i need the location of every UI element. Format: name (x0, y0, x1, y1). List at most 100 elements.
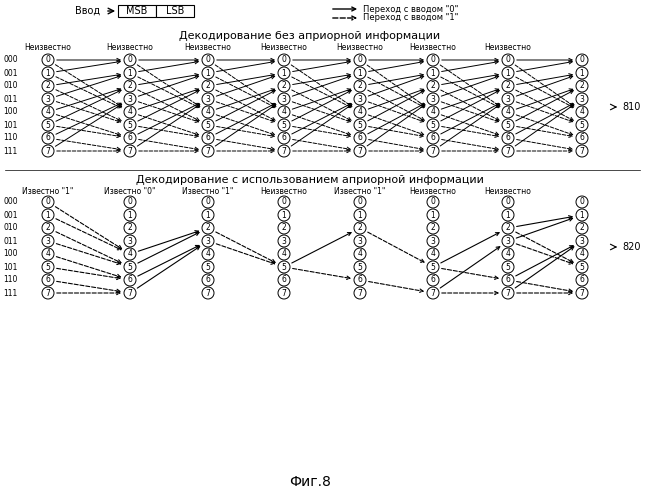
Text: 2: 2 (281, 224, 287, 232)
Text: Известно "0": Известно "0" (104, 188, 156, 196)
Text: 0: 0 (506, 56, 510, 64)
Circle shape (278, 67, 290, 79)
Circle shape (502, 67, 514, 79)
Text: Неизвестно: Неизвестно (107, 44, 153, 52)
Circle shape (502, 196, 514, 208)
Circle shape (278, 209, 290, 221)
Circle shape (202, 106, 214, 118)
Text: 3: 3 (127, 94, 133, 104)
Text: 0: 0 (281, 198, 287, 206)
Circle shape (427, 261, 439, 273)
Circle shape (124, 132, 136, 144)
Text: 0: 0 (358, 56, 363, 64)
Text: 0: 0 (580, 198, 584, 206)
Text: 1: 1 (430, 210, 436, 220)
Circle shape (42, 80, 54, 92)
Circle shape (427, 145, 439, 157)
Text: 1: 1 (580, 210, 584, 220)
Circle shape (502, 287, 514, 299)
Circle shape (202, 119, 214, 131)
Text: 0: 0 (46, 56, 51, 64)
Text: 0: 0 (127, 56, 133, 64)
Circle shape (42, 287, 54, 299)
Text: 4: 4 (430, 250, 436, 258)
Text: 3: 3 (127, 236, 133, 246)
Text: 1: 1 (358, 68, 363, 78)
Text: 6: 6 (506, 276, 510, 284)
Text: Ввод: Ввод (75, 6, 100, 16)
Text: 5: 5 (127, 262, 133, 272)
Circle shape (42, 196, 54, 208)
Text: 7: 7 (127, 288, 133, 298)
Text: 3: 3 (580, 236, 584, 246)
Text: 5: 5 (580, 120, 584, 130)
Text: 5: 5 (281, 120, 287, 130)
Circle shape (427, 222, 439, 234)
Circle shape (42, 274, 54, 286)
Text: Декодирование без априорной информации: Декодирование без априорной информации (179, 31, 441, 41)
Text: 3: 3 (580, 94, 584, 104)
Text: 3: 3 (430, 236, 436, 246)
Circle shape (124, 274, 136, 286)
Text: 7: 7 (430, 288, 436, 298)
Text: 5: 5 (506, 262, 510, 272)
Text: 6: 6 (205, 276, 211, 284)
Text: 1: 1 (358, 210, 363, 220)
Circle shape (427, 132, 439, 144)
Text: 1: 1 (580, 68, 584, 78)
Text: 4: 4 (127, 250, 133, 258)
Text: Неизвестно: Неизвестно (337, 44, 383, 52)
Text: 3: 3 (506, 94, 510, 104)
Text: 3: 3 (358, 236, 363, 246)
Text: 2: 2 (127, 224, 133, 232)
Circle shape (202, 93, 214, 105)
Text: 1: 1 (46, 210, 51, 220)
Circle shape (124, 222, 136, 234)
Text: Переход с вводом "1": Переход с вводом "1" (363, 14, 458, 22)
Circle shape (427, 287, 439, 299)
Text: 4: 4 (205, 108, 211, 116)
Text: 6: 6 (580, 134, 584, 142)
Circle shape (354, 287, 366, 299)
Text: 2: 2 (205, 82, 211, 90)
Text: Фиг.8: Фиг.8 (289, 475, 331, 489)
Circle shape (354, 67, 366, 79)
Circle shape (354, 54, 366, 66)
Text: 3: 3 (281, 236, 287, 246)
Circle shape (354, 222, 366, 234)
Text: 2: 2 (506, 224, 510, 232)
Circle shape (278, 93, 290, 105)
Circle shape (202, 222, 214, 234)
Text: 5: 5 (205, 262, 211, 272)
Text: 6: 6 (358, 134, 363, 142)
Circle shape (502, 222, 514, 234)
Text: 3: 3 (205, 236, 211, 246)
Text: 100: 100 (3, 108, 18, 116)
Circle shape (354, 106, 366, 118)
Text: 3: 3 (506, 236, 510, 246)
Circle shape (354, 274, 366, 286)
Circle shape (576, 54, 588, 66)
Text: 6: 6 (281, 134, 287, 142)
Text: 7: 7 (205, 288, 211, 298)
Circle shape (42, 145, 54, 157)
Text: 4: 4 (430, 108, 436, 116)
Circle shape (576, 145, 588, 157)
Circle shape (278, 235, 290, 247)
Text: 011: 011 (3, 94, 18, 104)
Text: 1: 1 (506, 210, 510, 220)
Circle shape (427, 54, 439, 66)
Text: 3: 3 (430, 94, 436, 104)
Text: 0: 0 (430, 198, 436, 206)
Circle shape (502, 93, 514, 105)
Circle shape (42, 261, 54, 273)
Circle shape (278, 196, 290, 208)
Text: Неизвестно: Неизвестно (185, 44, 231, 52)
Circle shape (202, 209, 214, 221)
Text: 011: 011 (3, 236, 18, 246)
Circle shape (202, 235, 214, 247)
Circle shape (427, 106, 439, 118)
Text: 6: 6 (430, 134, 436, 142)
Text: 6: 6 (358, 276, 363, 284)
Text: Неизвестно: Неизвестно (261, 44, 307, 52)
